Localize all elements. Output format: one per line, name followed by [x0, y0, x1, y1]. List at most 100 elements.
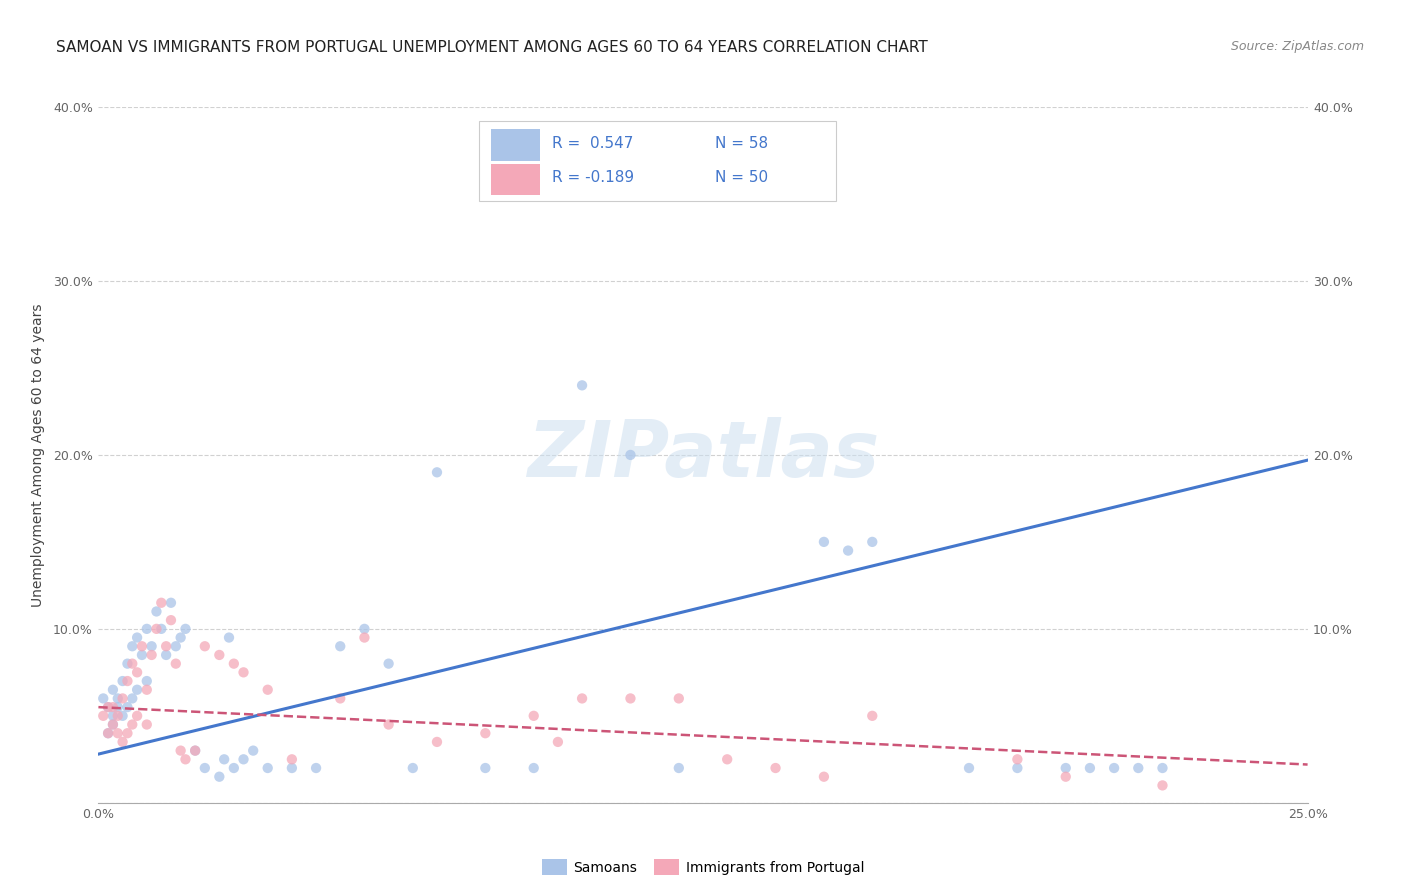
Point: [256, 682, 278, 697]
Point: [1102, 761, 1125, 775]
Point: [212, 752, 235, 766]
Point: [145, 605, 167, 619]
Point: [474, 726, 496, 740]
Point: [101, 708, 124, 723]
Point: [111, 674, 134, 689]
Point: [121, 717, 143, 731]
Point: [474, 761, 496, 775]
Point: [571, 378, 593, 392]
Point: [329, 691, 352, 706]
Point: [813, 534, 835, 549]
Point: [111, 735, 134, 749]
Point: [111, 708, 134, 723]
Point: [305, 761, 328, 775]
Point: [523, 708, 546, 723]
Point: [402, 761, 425, 775]
Point: [160, 596, 183, 610]
Point: [232, 752, 254, 766]
Point: [1054, 770, 1077, 784]
Point: [150, 622, 173, 636]
Point: [222, 761, 245, 775]
Point: [169, 631, 191, 645]
Point: [716, 752, 738, 766]
Point: [571, 691, 593, 706]
Point: [155, 639, 177, 653]
Point: [1152, 761, 1174, 775]
Point: [165, 657, 187, 671]
Point: [619, 448, 641, 462]
Point: [160, 613, 183, 627]
Point: [377, 657, 399, 671]
Point: [184, 744, 207, 758]
Point: [813, 770, 835, 784]
Point: [101, 700, 124, 714]
Point: [117, 674, 139, 689]
FancyBboxPatch shape: [492, 129, 540, 161]
Point: [232, 665, 254, 680]
Point: [97, 700, 120, 714]
Point: [169, 744, 191, 758]
Point: [121, 657, 143, 671]
Point: [101, 682, 124, 697]
Point: [523, 761, 546, 775]
Point: [131, 639, 153, 653]
Legend: Samoans, Immigrants from Portugal: Samoans, Immigrants from Portugal: [536, 854, 870, 880]
Point: [121, 639, 143, 653]
Point: [194, 761, 217, 775]
Text: N = 58: N = 58: [716, 136, 768, 152]
Point: [101, 717, 124, 731]
Point: [860, 708, 883, 723]
Point: [121, 691, 143, 706]
Point: [111, 691, 134, 706]
Point: [619, 691, 641, 706]
Point: [141, 639, 163, 653]
Point: [1054, 761, 1077, 775]
Point: [131, 648, 153, 662]
Point: [377, 717, 399, 731]
Point: [174, 622, 197, 636]
Point: [135, 674, 157, 689]
Point: [668, 761, 690, 775]
Text: R = -0.189: R = -0.189: [551, 169, 634, 185]
Point: [127, 682, 149, 697]
Point: [127, 631, 149, 645]
Point: [141, 648, 163, 662]
Point: [91, 708, 114, 723]
Point: [222, 657, 245, 671]
Point: [91, 691, 114, 706]
Point: [165, 639, 187, 653]
Point: [218, 631, 240, 645]
Point: [117, 657, 139, 671]
Point: [426, 466, 449, 480]
Point: [107, 691, 129, 706]
Text: R =  0.547: R = 0.547: [551, 136, 633, 152]
Point: [155, 648, 177, 662]
Text: Source: ZipAtlas.com: Source: ZipAtlas.com: [1230, 40, 1364, 54]
FancyBboxPatch shape: [479, 121, 837, 201]
Point: [765, 761, 787, 775]
Point: [860, 534, 883, 549]
Point: [117, 726, 139, 740]
Point: [1007, 752, 1029, 766]
Point: [329, 639, 352, 653]
Point: [353, 622, 375, 636]
Y-axis label: Unemployment Among Ages 60 to 64 years: Unemployment Among Ages 60 to 64 years: [31, 303, 45, 607]
Point: [547, 735, 569, 749]
Point: [426, 735, 449, 749]
Point: [97, 700, 120, 714]
Point: [281, 761, 304, 775]
Point: [107, 700, 129, 714]
Point: [668, 691, 690, 706]
Text: N = 50: N = 50: [716, 169, 768, 185]
Text: SAMOAN VS IMMIGRANTS FROM PORTUGAL UNEMPLOYMENT AMONG AGES 60 TO 64 YEARS CORREL: SAMOAN VS IMMIGRANTS FROM PORTUGAL UNEMP…: [56, 40, 928, 55]
Point: [135, 682, 157, 697]
Text: ZIPatlas: ZIPatlas: [527, 417, 879, 493]
Point: [145, 622, 167, 636]
Point: [1078, 761, 1101, 775]
Point: [135, 622, 157, 636]
Point: [127, 708, 149, 723]
Point: [1152, 778, 1174, 793]
Point: [127, 665, 149, 680]
Point: [957, 761, 980, 775]
Point: [184, 744, 207, 758]
